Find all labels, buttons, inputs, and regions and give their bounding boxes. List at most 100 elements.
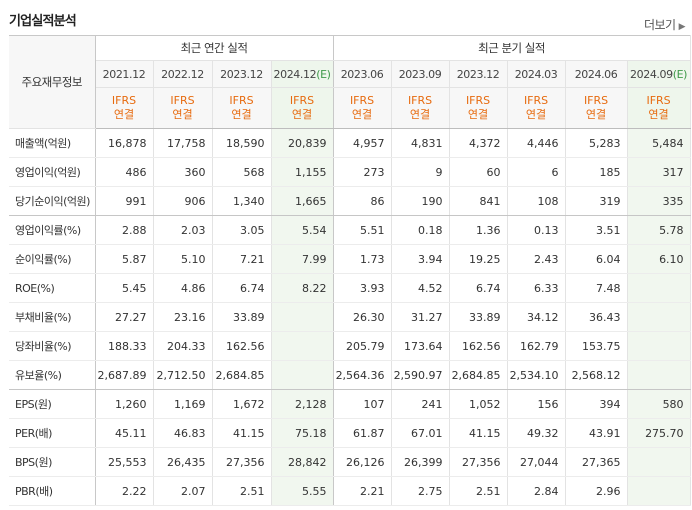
value-cell: 26.30 — [333, 302, 392, 332]
ifrs-label: IFRS — [407, 94, 433, 107]
ifrs-label: IFRS — [583, 94, 609, 107]
value-cell: 20,839 — [271, 128, 334, 158]
ifrs-label: IFRS — [229, 94, 254, 107]
value-cell: 26,399 — [391, 447, 450, 477]
value-cell — [627, 273, 691, 303]
value-cell: 7.48 — [565, 273, 628, 303]
ifrs-label: IFRS — [289, 94, 315, 107]
value-cell: 273 — [333, 157, 392, 187]
row-label: 부채비율(%) — [9, 302, 96, 332]
value-cell: 60 — [449, 157, 508, 187]
value-cell: 2,564.36 — [333, 360, 392, 390]
value-cell: 17,758 — [153, 128, 213, 158]
estimate-mark: (E) — [672, 67, 688, 81]
value-cell: 45.11 — [95, 418, 154, 448]
financial-table: 주요재무정보 최근 연간 실적 최근 분기 실적 2021.12 2022.12 2… — [9, 35, 691, 506]
value-cell: 2,128 — [271, 389, 334, 419]
value-cell: 991 — [95, 186, 154, 216]
row-label: 당좌비율(%) — [9, 331, 96, 361]
value-cell: 0.13 — [507, 215, 566, 245]
table-row: 당좌비율(%) 188.33 204.33 162.56 205.79 173.64 162… — [9, 331, 691, 361]
row-label: EPS(원) — [9, 389, 96, 419]
table-row: BPS(원) 25,553 26,435 27,356 28,842 26,126 26,3… — [9, 447, 691, 477]
value-cell: 6 — [507, 157, 566, 187]
value-cell: 6.33 — [507, 273, 566, 303]
value-cell: 580 — [627, 389, 691, 419]
table-row: 매출액(억원) 16,878 17,758 18,590 20,839 4,957 4,83… — [9, 128, 691, 158]
value-cell: 2.51 — [449, 476, 508, 506]
consolidated-label: 연결 — [467, 108, 489, 121]
more-link[interactable]: 더보기 ▶ — [644, 16, 686, 33]
row-label: 당기순이익(억원) — [9, 186, 96, 216]
consolidated-label: 연결 — [648, 108, 669, 121]
row-label: PER(배) — [9, 418, 96, 448]
value-cell: 108 — [507, 186, 566, 216]
table-row: 순이익률(%) 5.87 5.10 7.21 7.99 1.73 3.94 19.25 2.43… — [9, 244, 691, 274]
value-cell — [627, 360, 691, 390]
value-cell: 5,283 — [565, 128, 628, 158]
consolidated-label: 연결 — [525, 108, 547, 121]
value-cell: 335 — [627, 186, 691, 216]
row-label: ROE(%) — [9, 273, 96, 303]
period-header: 2024.09(E) — [627, 60, 691, 88]
ifrs-basis-cell: IFRS 연결 — [627, 87, 691, 129]
value-cell: 1,340 — [212, 186, 272, 216]
period-header: 2022.12 — [153, 60, 213, 88]
value-cell — [271, 302, 334, 332]
period-label: 2024.12 — [273, 67, 317, 81]
value-cell — [271, 331, 334, 361]
table-row: 영업이익률(%) 2.88 2.03 3.05 5.54 5.51 0.18 1.36 0.13… — [9, 215, 691, 245]
value-cell — [627, 476, 691, 506]
value-cell: 241 — [391, 389, 450, 419]
estimate-mark: (E) — [316, 67, 331, 81]
value-cell: 2.21 — [333, 476, 392, 506]
value-cell: 1,672 — [212, 389, 272, 419]
period-header: 2024.06 — [565, 60, 628, 88]
value-cell: 36.43 — [565, 302, 628, 332]
value-cell: 33.89 — [449, 302, 508, 332]
value-cell: 25,553 — [95, 447, 154, 477]
value-cell: 190 — [391, 186, 450, 216]
consolidated-label: 연결 — [351, 108, 373, 121]
period-label: 2022.12 — [161, 67, 204, 81]
table-row: 유보율(%) 2,687.89 2,712.50 2,684.85 2,564.36 2,… — [9, 360, 691, 390]
value-cell: 3.51 — [565, 215, 628, 245]
value-cell: 204.33 — [153, 331, 213, 361]
value-cell: 1,169 — [153, 389, 213, 419]
value-cell: 9 — [391, 157, 450, 187]
value-cell: 2,684.85 — [212, 360, 272, 390]
value-cell: 2.75 — [391, 476, 450, 506]
value-cell: 2,568.12 — [565, 360, 628, 390]
value-cell: 33.89 — [212, 302, 272, 332]
table-row: EPS(원) 1,260 1,169 1,672 2,128 107 241 1,052 156… — [9, 389, 691, 419]
table-row: PBR(배) 2.22 2.07 2.51 5.55 2.21 2.75 2.51 2.84 2.… — [9, 476, 691, 506]
value-cell: 6.10 — [627, 244, 691, 274]
value-cell: 1,155 — [271, 157, 334, 187]
value-cell: 1.36 — [449, 215, 508, 245]
value-cell: 2,534.10 — [507, 360, 566, 390]
value-cell: 2.07 — [153, 476, 213, 506]
value-cell: 2.96 — [565, 476, 628, 506]
value-cell: 107 — [333, 389, 392, 419]
value-cell: 41.15 — [449, 418, 508, 448]
value-cell — [627, 331, 691, 361]
value-cell: 4,446 — [507, 128, 566, 158]
value-cell: 4.86 — [153, 273, 213, 303]
value-cell: 23.16 — [153, 302, 213, 332]
value-cell: 6.74 — [212, 273, 272, 303]
value-cell: 67.01 — [391, 418, 450, 448]
value-cell: 31.27 — [391, 302, 450, 332]
value-cell: 7.21 — [212, 244, 272, 274]
period-header: 2024.03 — [507, 60, 566, 88]
period-label: 2023.12 — [456, 67, 500, 81]
value-cell: 2.43 — [507, 244, 566, 274]
value-cell: 75.18 — [271, 418, 334, 448]
ifrs-label: IFRS — [111, 94, 137, 107]
value-cell: 5.51 — [333, 215, 392, 245]
ifrs-label: IFRS — [523, 94, 549, 107]
value-cell: 27,365 — [565, 447, 628, 477]
consolidated-label: 연결 — [291, 108, 313, 121]
value-cell: 4.52 — [391, 273, 450, 303]
ifrs-label: IFRS — [646, 94, 671, 107]
